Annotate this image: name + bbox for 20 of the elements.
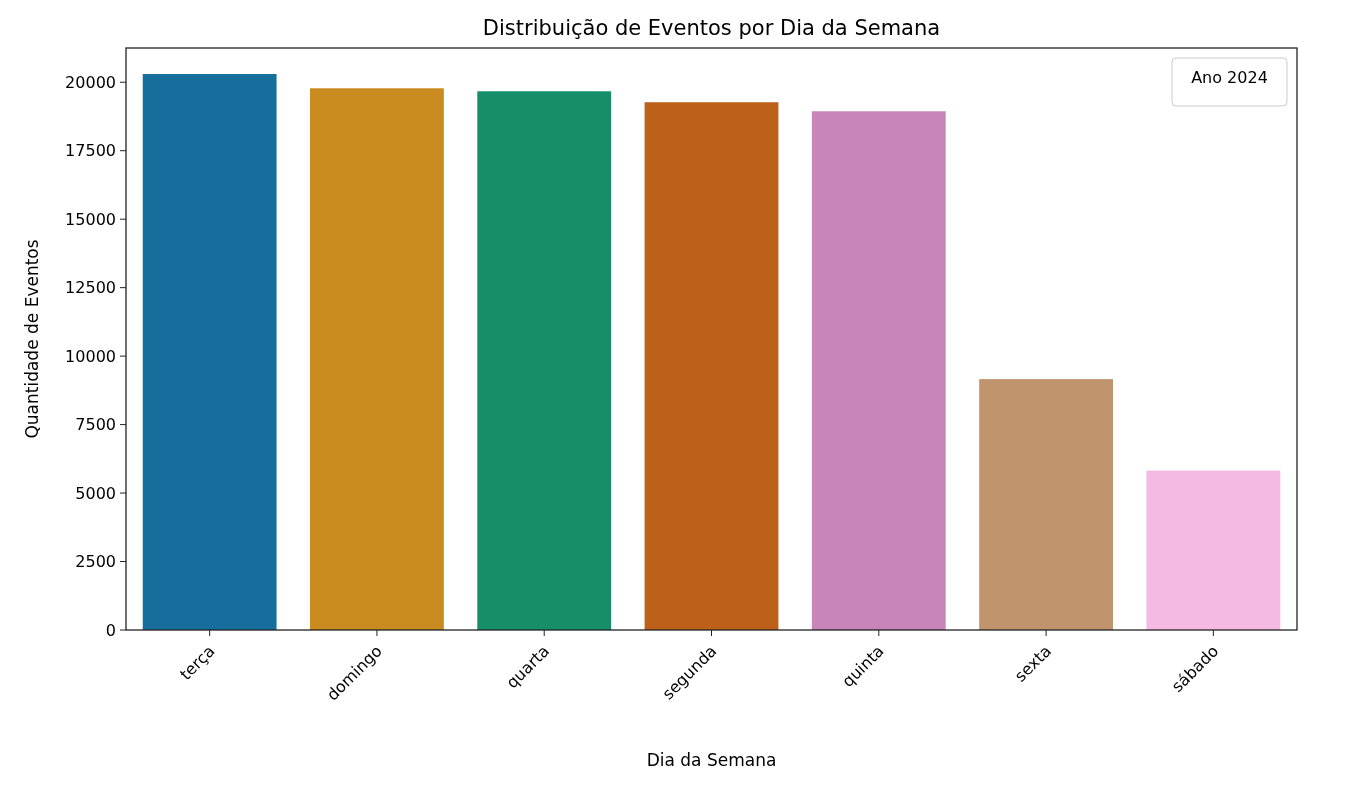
- x-axis-title: Dia da Semana: [646, 750, 777, 770]
- y-tick-label: 17500: [65, 141, 116, 161]
- y-tick-label: 7500: [75, 415, 116, 435]
- bar: [979, 379, 1113, 630]
- bar: [644, 102, 779, 630]
- chart-title: Distribuição de Eventos por Dia da Semana: [482, 16, 941, 40]
- bar: [1146, 470, 1281, 630]
- bar: [310, 88, 444, 630]
- bar: [142, 74, 277, 630]
- y-tick-label: 10000: [65, 346, 116, 366]
- y-tick-label: 5000: [75, 483, 116, 503]
- bar: [811, 111, 946, 630]
- y-axis-title: Quantidade de Eventos: [22, 239, 42, 439]
- bar: [477, 91, 612, 630]
- y-tick-label: 20000: [65, 72, 116, 92]
- y-tick-label: 2500: [75, 552, 116, 572]
- legend-title: Ano 2024: [1191, 68, 1268, 87]
- y-tick-label: 0: [105, 620, 116, 640]
- y-tick-label: 12500: [65, 278, 116, 298]
- y-tick-label: 15000: [65, 209, 116, 229]
